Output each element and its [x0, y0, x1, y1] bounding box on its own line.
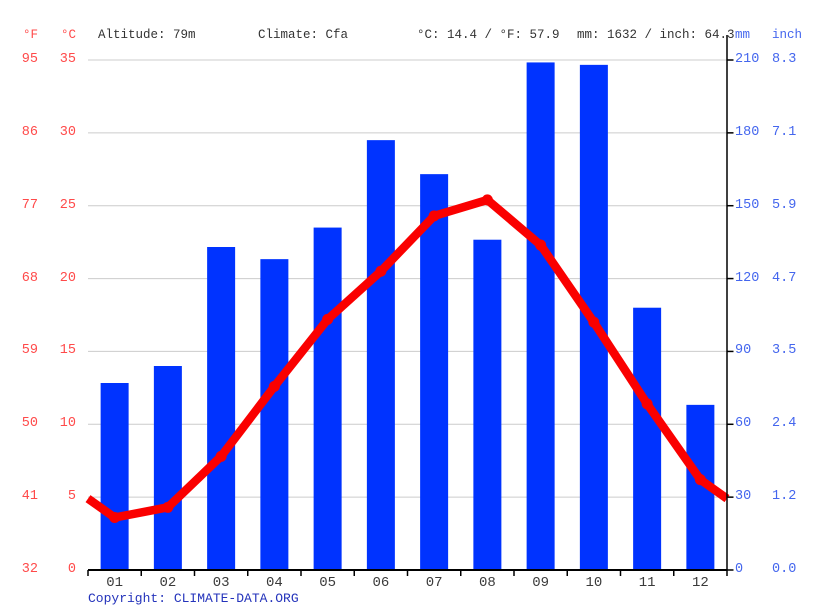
precip-bar-07 [420, 174, 449, 570]
mean-temperature-summary: °C: 14.4 / °F: 57.9 [417, 28, 560, 42]
temperature-point-03 [215, 450, 227, 462]
temperature-line [85, 195, 730, 522]
inch-axis-unit: inch [772, 28, 803, 42]
temperature-point-08 [481, 194, 493, 206]
temperature-point-02 [162, 501, 174, 513]
millimeter-axis-unit: mm [735, 28, 751, 42]
temperature-point-11 [641, 398, 653, 410]
precip-bar-03 [207, 247, 236, 570]
temperature-point-12 [694, 474, 706, 486]
precip-bar-02 [153, 366, 182, 570]
precip-bar-08 [473, 239, 502, 570]
precip-bar-11 [633, 307, 662, 570]
temperature-point-05 [322, 313, 334, 325]
precip-bar-01 [100, 383, 129, 570]
precip-bar-06 [366, 140, 395, 570]
temperature-point-04 [268, 380, 280, 392]
temperature-point-06 [375, 265, 387, 277]
copyright: Copyright: CLIMATE-DATA.ORG [88, 590, 299, 607]
temperature-point-09 [535, 239, 547, 251]
copyright-label: Copyright: [88, 591, 174, 606]
precip-bar-09 [526, 62, 555, 571]
celsius-axis-unit: °C [60, 28, 76, 42]
fahrenheit-axis-unit: °F [22, 28, 38, 42]
altitude-label: Altitude: 79m [98, 28, 196, 42]
climate-data-link[interactable]: CLIMATE-DATA.ORG [173, 591, 299, 606]
precip-bar-04 [260, 259, 289, 570]
temperature-point-01 [109, 512, 121, 524]
temperature-point-07 [428, 210, 440, 222]
annual-precipitation-summary: mm: 1632 / inch: 64.3 [577, 28, 735, 42]
climate-classification-label: Climate: Cfa [258, 28, 349, 42]
precip-bar-05 [313, 227, 342, 571]
temperature-point-10 [588, 316, 600, 328]
